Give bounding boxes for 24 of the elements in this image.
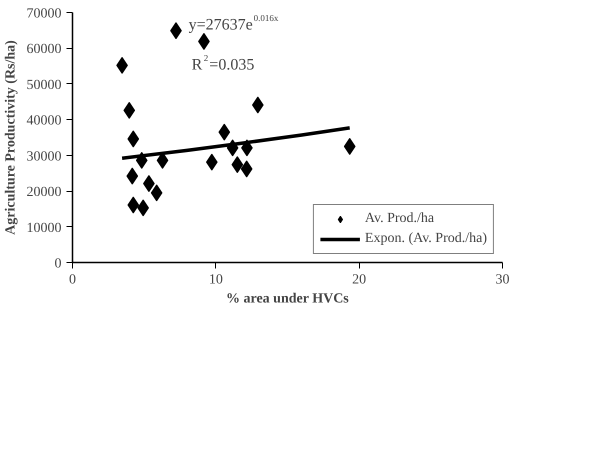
x-axis-title: % area under HVCs bbox=[226, 292, 350, 306]
y-tick-label: 0 bbox=[54, 256, 62, 272]
x-tick-label: 0 bbox=[69, 272, 76, 288]
legend-label: Expon. (Av. Prod./ha) bbox=[364, 231, 487, 247]
point bbox=[344, 138, 356, 155]
y-axis-title: Agriculture Productivity (Rs/ha) bbox=[4, 40, 18, 235]
point bbox=[126, 168, 138, 185]
point bbox=[123, 102, 136, 119]
x-tick-label: 10 bbox=[208, 272, 223, 288]
y-tick-label: 30000 bbox=[26, 149, 62, 164]
point bbox=[252, 96, 264, 114]
point bbox=[206, 154, 218, 171]
point bbox=[127, 196, 140, 214]
point bbox=[218, 124, 230, 141]
y-tick-label: 50000 bbox=[26, 78, 62, 93]
point bbox=[127, 130, 140, 148]
y-tick-label: 70000 bbox=[26, 6, 62, 22]
x-tick-label: 20 bbox=[352, 272, 366, 288]
y-tick-label: 60000 bbox=[26, 42, 62, 58]
legend-label: Av. Prod./ha bbox=[364, 211, 434, 227]
x-tick-label: 30 bbox=[496, 272, 510, 288]
y-tick-label: 20000 bbox=[26, 185, 62, 200]
y-tick-label: 10000 bbox=[26, 220, 62, 236]
y-tick-label: 40000 bbox=[26, 114, 62, 129]
